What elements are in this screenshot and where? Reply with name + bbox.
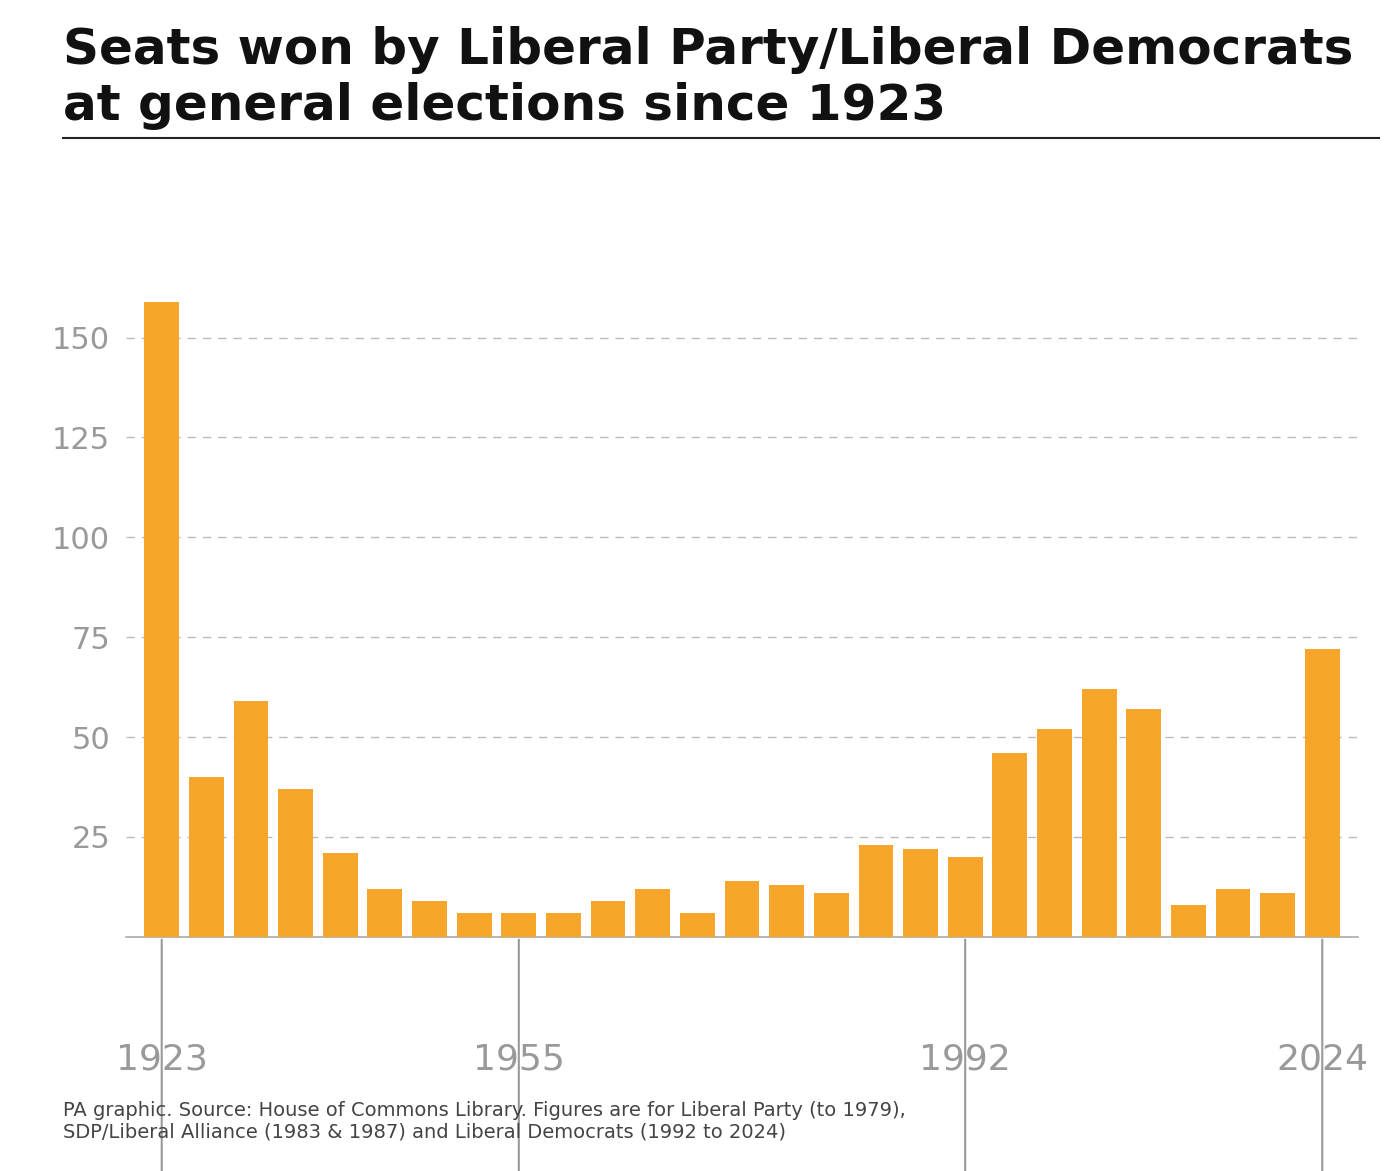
Bar — [501, 913, 536, 937]
Bar — [680, 913, 715, 937]
Text: 1923: 1923 — [116, 1042, 207, 1076]
Bar — [993, 753, 1028, 937]
Text: Seats won by Liberal Party/Liberal Democrats: Seats won by Liberal Party/Liberal Democ… — [63, 26, 1354, 74]
Bar — [1260, 892, 1295, 937]
Bar — [636, 889, 671, 937]
Bar — [144, 302, 179, 937]
Text: PA graphic. Source: House of Commons Library. Figures are for Liberal Party (to : PA graphic. Source: House of Commons Lib… — [63, 1101, 906, 1142]
Bar — [769, 885, 804, 937]
Bar — [1127, 710, 1161, 937]
Text: 1955: 1955 — [473, 1042, 564, 1076]
Bar — [813, 892, 848, 937]
Bar — [1305, 649, 1340, 937]
Bar — [903, 849, 938, 937]
Bar — [323, 852, 357, 937]
Text: 2024: 2024 — [1277, 1042, 1368, 1076]
Bar — [948, 857, 983, 937]
Bar — [412, 900, 447, 937]
Text: at general elections since 1923: at general elections since 1923 — [63, 82, 946, 130]
Bar — [367, 889, 402, 937]
Bar — [546, 913, 581, 937]
Text: 1992: 1992 — [920, 1042, 1011, 1076]
Bar — [725, 881, 759, 937]
Bar — [591, 900, 626, 937]
Bar — [1082, 689, 1117, 937]
Bar — [189, 778, 224, 937]
Bar — [1215, 889, 1250, 937]
Bar — [1037, 730, 1072, 937]
Bar — [1170, 905, 1205, 937]
Bar — [858, 845, 893, 937]
Bar — [234, 701, 269, 937]
Bar — [279, 789, 314, 937]
Bar — [456, 913, 491, 937]
